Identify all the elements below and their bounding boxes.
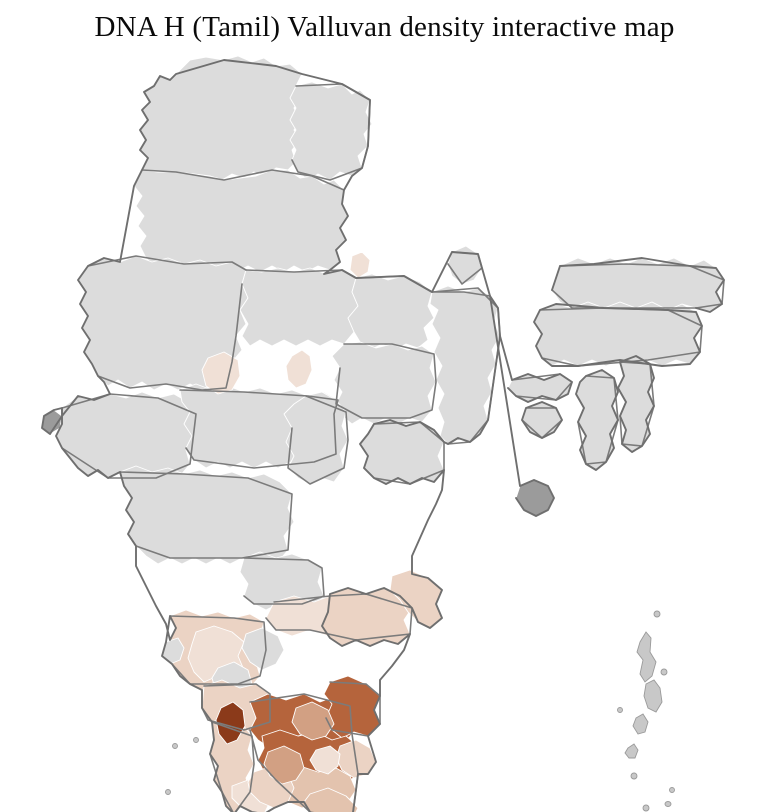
country-outline (41, 59, 725, 812)
map-canvas[interactable] (0, 46, 769, 812)
andaman-nicobar-islands (617, 610, 675, 812)
india-choropleth-svg[interactable] (0, 46, 769, 812)
page-title: DNA H (Tamil) Valluvan density interacti… (94, 11, 675, 43)
lakshadweep-islands (165, 737, 199, 795)
base-landmass (41, 55, 725, 812)
